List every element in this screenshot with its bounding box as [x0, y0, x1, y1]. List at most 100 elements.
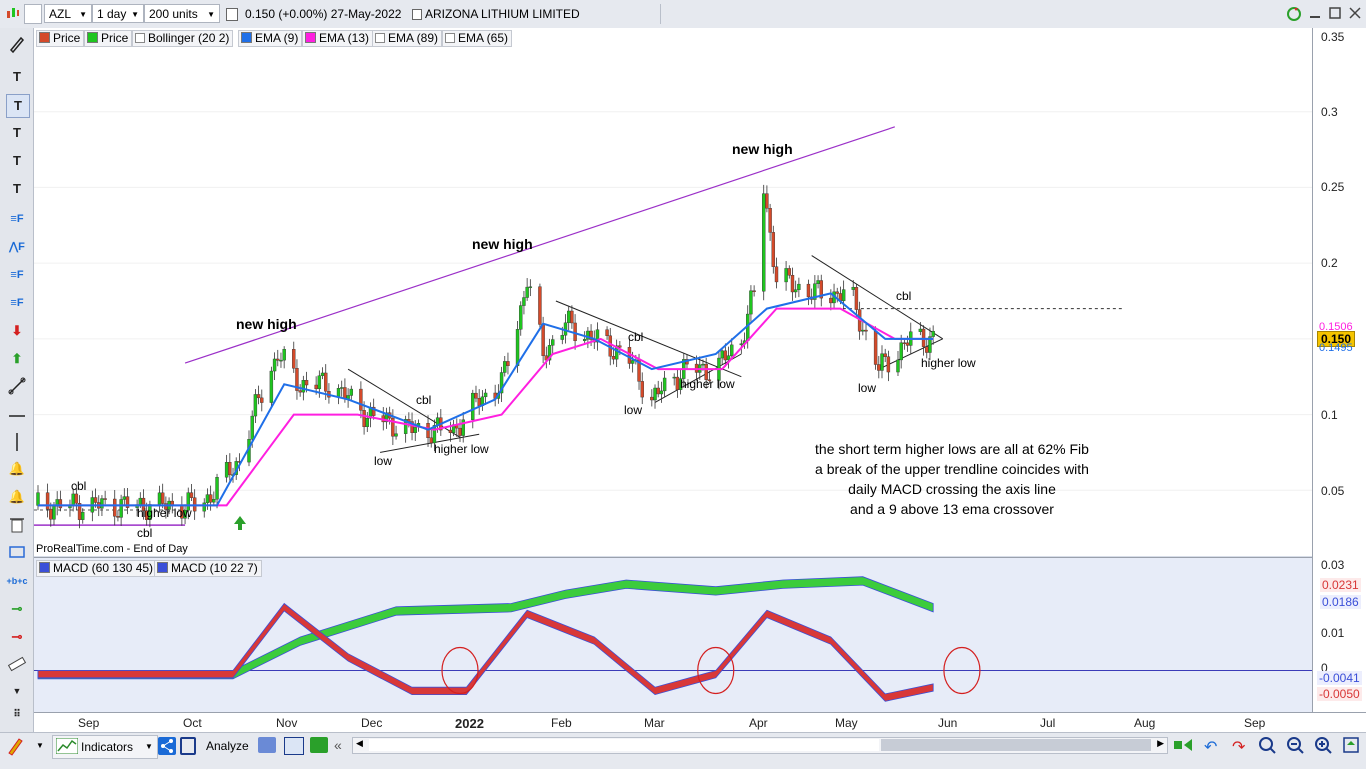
legend-price-2[interactable]: Price: [84, 30, 133, 47]
redo-icon[interactable]: ↷: [1232, 739, 1246, 756]
candle-body: [528, 286, 533, 288]
macd-panel[interactable]: MACD (60 130 45) MACD (10 22 7): [34, 557, 1312, 713]
candle-body: [538, 286, 542, 325]
add-indicator-icon[interactable]: +b+c: [6, 576, 28, 586]
chart-window-icon[interactable]: [284, 737, 304, 755]
trash-icon[interactable]: [6, 514, 28, 536]
expand-tools-icon[interactable]: ▼: [12, 686, 22, 696]
analyze-icon: [180, 737, 196, 755]
undo-icon[interactable]: ↶: [1204, 739, 1218, 756]
candle-body: [739, 343, 744, 346]
text-tool-icon-4[interactable]: T: [13, 181, 21, 196]
candle-body: [429, 437, 433, 444]
price-swatch: [39, 32, 50, 43]
alert-bell-line-icon[interactable]: 🔔: [8, 489, 26, 504]
window-divider: [660, 4, 661, 24]
candle-body: [304, 380, 309, 386]
share-icon[interactable]: [158, 737, 176, 755]
legend-ema65[interactable]: EMA (65): [442, 30, 513, 47]
zoom-in-icon[interactable]: [1314, 736, 1332, 754]
scrollbar-track[interactable]: [369, 739, 879, 751]
candle-body: [212, 499, 216, 503]
horizontal-scrollbar[interactable]: ◀ ▶: [352, 737, 1168, 754]
legend-macd-fast[interactable]: MACD (10 22 7): [154, 560, 262, 577]
pencil-color-icon[interactable]: [6, 736, 26, 756]
current-price-tag: 0.150: [1317, 331, 1356, 347]
legend-macd-slow[interactable]: MACD (60 130 45): [36, 560, 158, 577]
candle-body: [253, 394, 258, 417]
candle-body: [301, 380, 306, 393]
autoscroll-icon[interactable]: [1174, 737, 1194, 753]
scroll-left-double-icon[interactable]: «: [334, 737, 342, 753]
maximize-icon[interactable]: [1328, 6, 1342, 20]
rectangle-tool-icon[interactable]: [6, 542, 28, 564]
legend-bollinger[interactable]: Bollinger (20 2): [132, 30, 234, 47]
ruler-icon[interactable]: [6, 654, 28, 676]
chart-type-icon[interactable]: [6, 6, 20, 20]
zoom-out-icon[interactable]: [1286, 736, 1304, 754]
text-tool-icon[interactable]: T: [13, 69, 21, 84]
bottom-toolbar: ▼ Indicators ▼ Analyze « ◀ ▶ ↶ ↷: [0, 732, 1366, 769]
symbol-select[interactable]: AZL ▼: [44, 4, 92, 23]
candle-body: [765, 193, 769, 209]
legend-ema89[interactable]: EMA (89): [372, 30, 443, 47]
date-tick: Sep: [78, 716, 100, 730]
candle-body: [113, 498, 117, 517]
candle-body: [336, 388, 341, 398]
annotation-low-2: low: [624, 403, 643, 417]
fibonacci-retracement-icon[interactable]: ≡F: [10, 269, 24, 281]
green-line-icon[interactable]: ⊸: [11, 601, 23, 616]
alert-bell-icon[interactable]: 🔔: [8, 461, 26, 476]
date-axis[interactable]: Sep Oct Nov Dec 2022 Feb Mar Apr May Jun…: [34, 712, 1366, 733]
candle-body: [787, 268, 791, 276]
price-axis[interactable]: 0.35 0.3 0.25 0.2 0.1 0.05 0.1506 0.150 …: [1312, 28, 1366, 712]
legend-ema13[interactable]: EMA (13): [302, 30, 374, 47]
window-sync-icon[interactable]: [24, 4, 42, 24]
trendline-tool-icon[interactable]: [6, 376, 28, 398]
legend-price-1[interactable]: Price: [36, 30, 85, 47]
units-select[interactable]: 200 units ▼: [144, 4, 220, 23]
scroll-left-icon[interactable]: ◀: [356, 738, 363, 748]
macd-value-2: 0.0186: [1320, 595, 1361, 609]
candle-body: [295, 368, 299, 391]
timeframe-select[interactable]: 1 day ▼: [92, 4, 144, 23]
minimize-icon[interactable]: [1308, 6, 1322, 20]
sell-arrow-icon[interactable]: ⬇: [11, 323, 23, 338]
zoom-area-icon[interactable]: [1258, 736, 1276, 754]
annotation-higher-low-1: higher low: [137, 506, 192, 520]
close-icon[interactable]: [1348, 6, 1362, 20]
annotation-low-1: low: [374, 454, 393, 468]
pencil-icon[interactable]: [6, 34, 28, 56]
candle-body: [659, 390, 664, 395]
candle-body: [471, 392, 475, 420]
red-line-icon[interactable]: ⊸: [11, 629, 23, 644]
candle-body: [119, 499, 123, 518]
horizontal-line-icon[interactable]: [6, 406, 28, 428]
fit-chart-icon[interactable]: [1342, 736, 1360, 754]
refresh-icon[interactable]: [1286, 6, 1302, 22]
legend-ema9[interactable]: EMA (9): [238, 30, 303, 47]
more-tools-icon[interactable]: ⠿: [13, 709, 21, 720]
vertical-line-icon[interactable]: [6, 432, 28, 454]
comment-icon[interactable]: [258, 737, 276, 753]
fibonacci-icon[interactable]: ≡F: [10, 213, 24, 225]
text-tool-box-icon[interactable]: T: [6, 94, 30, 118]
candle-body: [560, 335, 565, 340]
analyze-button[interactable]: Analyze: [180, 735, 250, 757]
chevron-down-icon: ▼: [207, 10, 215, 19]
indicators-button[interactable]: Indicators ▼: [52, 735, 158, 759]
info-icon[interactable]: [226, 8, 238, 21]
text-tool-icon-2[interactable]: T: [13, 125, 21, 140]
scroll-right-icon[interactable]: ▶: [1157, 738, 1164, 748]
trade-icon[interactable]: [310, 737, 328, 753]
fibonacci-fan-icon[interactable]: ⋀F: [9, 241, 25, 253]
candle-body: [701, 363, 705, 366]
buy-arrow-icon[interactable]: ⬆: [11, 351, 23, 366]
date-tick: Apr: [749, 716, 768, 730]
pencil-dropdown-icon[interactable]: ▼: [36, 741, 44, 750]
scrollbar-thumb[interactable]: [881, 739, 1151, 751]
price-tick: 0.1: [1321, 408, 1338, 422]
fibonacci-extension-icon[interactable]: ≡F: [10, 297, 24, 309]
text-tool-icon-3[interactable]: T: [13, 153, 21, 168]
price-chart-panel[interactable]: Price Price Bollinger (20 2) EMA (9) EMA…: [34, 28, 1312, 556]
